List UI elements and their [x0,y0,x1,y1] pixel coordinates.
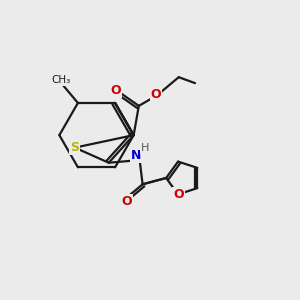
Text: O: O [110,84,121,97]
Text: N: N [131,149,142,162]
Text: H: H [141,143,149,153]
Text: CH₃: CH₃ [51,75,70,85]
Text: S: S [70,141,80,154]
Text: O: O [173,188,184,201]
Text: O: O [121,195,132,208]
Text: O: O [151,88,161,101]
